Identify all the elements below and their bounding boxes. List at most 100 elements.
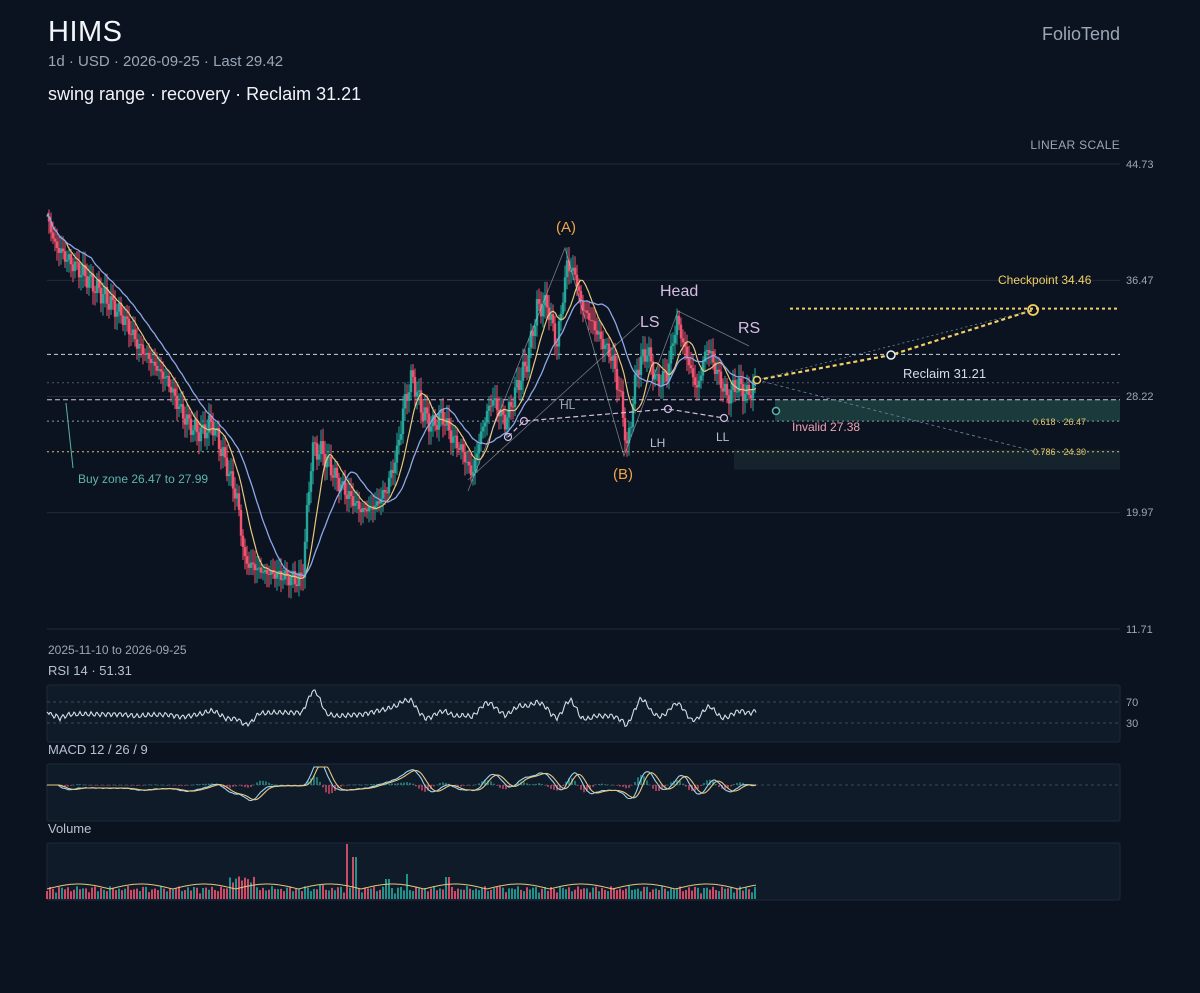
candle-body: [293, 571, 297, 585]
macd-hist-bar: [583, 785, 585, 793]
reclaim-marker: [886, 350, 896, 360]
swing-path: [467, 246, 750, 492]
candle-body: [327, 456, 331, 458]
candle-body: [691, 368, 695, 378]
brand-name: FolioTend: [1041, 24, 1120, 44]
volume-bar: [67, 887, 69, 899]
macd-hist-bar: [532, 784, 534, 785]
volume-bar: [283, 891, 285, 899]
candle-body: [627, 428, 631, 444]
candle-body: [425, 407, 429, 414]
volume-bar: [82, 888, 84, 899]
macd-hist-bar: [727, 785, 729, 788]
candle-body: [681, 338, 685, 343]
macd-hist-bar: [154, 784, 156, 785]
candle-body: [721, 388, 725, 392]
candle-body: [311, 442, 315, 472]
candle-body: [229, 471, 233, 474]
volume-bar: [721, 886, 723, 899]
candle-body: [279, 570, 283, 580]
candle-body: [463, 451, 467, 463]
candle-body: [337, 477, 341, 492]
invalid-label: Invalid 27.38: [792, 420, 860, 434]
volume-bar: [580, 889, 582, 899]
swing-marker: [663, 404, 673, 414]
volume-bar: [274, 888, 276, 899]
macd-hist-bar: [277, 784, 279, 786]
volume-bar: [370, 888, 372, 899]
scale-toggle[interactable]: LINEAR SCALE: [1030, 138, 1120, 152]
macd-panel[interactable]: [46, 763, 1121, 822]
candle-body: [725, 383, 729, 396]
candle-body: [113, 300, 117, 317]
macd-hist-bar: [238, 785, 240, 786]
candle-body: [449, 430, 453, 443]
projection-alt: [756, 309, 1034, 381]
candle-body: [291, 571, 295, 577]
volume-bar: [715, 889, 717, 899]
macd-hist-bar: [169, 784, 171, 786]
candle-body: [151, 361, 155, 364]
invalid-marker: [771, 406, 781, 416]
candle-body: [399, 433, 403, 440]
volume-bar: [121, 890, 123, 899]
candle-body: [585, 310, 589, 313]
volume-bar: [211, 886, 213, 899]
macd-hist-bar: [565, 781, 567, 785]
candle-body: [469, 465, 473, 476]
candle-body: [457, 448, 461, 450]
candle-body: [385, 492, 389, 494]
wave-b-label: (B): [613, 466, 633, 483]
candle-body: [417, 390, 421, 392]
macd-hist-bar: [244, 785, 246, 788]
volume-bar: [346, 844, 348, 899]
volume-bar: [547, 890, 549, 899]
candle-body: [315, 443, 319, 460]
candle-body: [553, 323, 557, 344]
candle-body: [373, 505, 377, 510]
macd-hist-bar: [403, 782, 405, 785]
candle-body: [581, 300, 585, 311]
candle-body: [71, 264, 75, 272]
candle-body: [679, 324, 683, 339]
macd-hist-bar: [481, 781, 483, 785]
volume-bar: [61, 887, 63, 899]
price-levels: [47, 307, 1120, 469]
macd-hist-bar: [67, 785, 69, 787]
volume-bar: [385, 879, 387, 899]
volume-bar: [193, 886, 195, 899]
macd-hist-bar: [616, 785, 618, 786]
candles[interactable]: [47, 209, 757, 599]
macd-hist-bar: [622, 785, 624, 787]
macd-hist-bar: [463, 785, 465, 786]
volume-bar: [316, 889, 318, 899]
candle-body: [741, 384, 745, 401]
volume-bar: [100, 888, 102, 899]
candle-body: [635, 369, 639, 375]
volume-bar: [169, 887, 171, 899]
candle-body: [325, 457, 329, 468]
macd-hist-bar: [283, 785, 285, 786]
checkpoint-marker: [1027, 304, 1039, 316]
macd-hist-bar: [502, 785, 504, 789]
candle-body: [175, 395, 179, 409]
candle-body: [483, 422, 487, 427]
volume-bar: [373, 886, 375, 899]
volume-bar: [166, 891, 168, 899]
candle-body: [611, 355, 615, 361]
macd-hist-bar: [586, 785, 588, 792]
volume-bar: [676, 888, 678, 899]
candle-body: [181, 404, 185, 419]
candle-body: [699, 375, 703, 381]
candle-body: [177, 406, 181, 409]
chart-subtitle: swing range · recovery · Reclaim 31.21: [48, 84, 362, 104]
chart-meta: 1d · USD · 2026-09-25 · Last 29.42: [48, 53, 284, 70]
rsi-panel[interactable]: [46, 684, 1121, 743]
candle-body: [235, 493, 239, 499]
volume-bar: [742, 890, 744, 899]
candle-body: [321, 441, 325, 455]
macd-hist-bar: [472, 785, 474, 786]
macd-hist-bar: [457, 785, 459, 788]
volume-bar: [46, 891, 48, 899]
